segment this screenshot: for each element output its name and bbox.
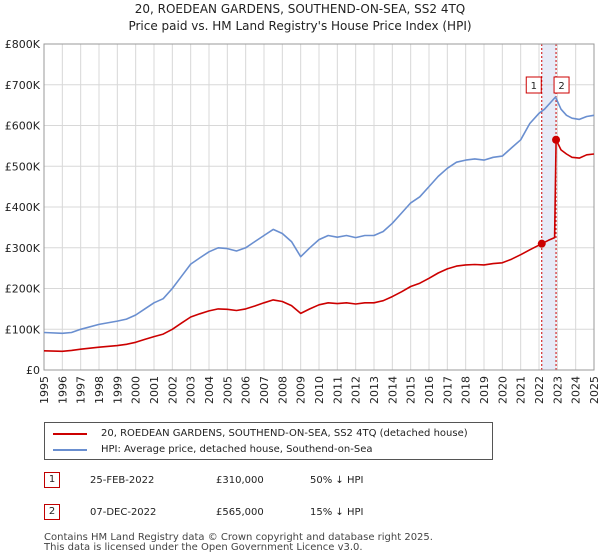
sale-marker-box: 2 [553,76,570,94]
sale-marker: 2 [44,504,60,520]
sale-price: £310,000 [216,475,264,486]
chart-subtitle: Price paid vs. HM Land Registry's House … [128,19,472,33]
y-tick-label: £300K [5,242,41,255]
legend-label-property: 20, ROEDEAN GARDENS, SOUTHEND-ON-SEA, SS… [101,428,468,439]
legend-label-hpi: HPI: Average price, detached house, Sout… [101,444,373,455]
x-tick-label: 2008 [276,376,289,404]
legend: 20, ROEDEAN GARDENS, SOUTHEND-ON-SEA, SS… [44,422,493,460]
x-tick-label: 2009 [295,376,308,404]
x-tick-label: 1997 [75,376,88,404]
x-tick-label: 2025 [588,376,600,404]
y-tick-label: £700K [5,79,41,92]
y-tick-label: £500K [5,160,41,173]
x-tick-label: 2019 [478,376,491,404]
sale-marker-box: 1 [525,76,542,94]
sale-marker: 1 [44,472,60,488]
x-tick-label: 1998 [93,376,106,404]
y-tick-label: £800K [5,38,41,51]
x-tick-label: 2007 [258,376,271,404]
x-tick-label: 2002 [166,376,179,404]
sale-price: £565,000 [216,507,264,518]
x-tick-label: 2004 [203,376,216,404]
x-tick-label: 2012 [350,376,363,404]
x-tick-label: 2001 [148,376,161,404]
x-tick-label: 2023 [551,376,564,404]
sale-hpi-diff: 15% ↓ HPI [310,507,364,518]
x-tick-label: 2014 [386,376,399,404]
y-tick-label: £200K [5,283,41,296]
price-chart: £0 £100K £200K £300K £400K £500K £600K £700K £80… [5,38,600,404]
sale-marker-label: 1 [531,81,537,92]
x-tick-label: 2006 [240,376,253,404]
x-tick-label: 2011 [331,376,344,404]
sale-point [537,239,546,248]
property-series-line [43,139,595,353]
plot-frame [43,43,595,371]
sale-hpi-diff: 50% ↓ HPI [310,475,364,486]
footer-copyright: Contains HM Land Registry data © Crown c… [44,532,433,543]
y-tick-label: £100K [5,323,41,336]
sale-marker-rect [553,76,570,94]
x-tick-label: 2020 [496,376,509,404]
x-tick-label: 2018 [460,376,473,404]
legend-swatch-hpi [53,449,87,451]
x-tick-label: 2021 [515,376,528,404]
sale-date: 25-FEB-2022 [90,475,155,486]
sale-date: 07-DEC-2022 [90,507,157,518]
y-tick-label: £400K [5,201,41,214]
x-tick-label: 2017 [441,376,454,404]
y-tick-label: £0 [26,364,40,377]
sale-marker-rect [525,76,542,94]
sale-point [552,135,561,144]
x-tick-label: 2005 [221,376,234,404]
hpi-series-line [43,96,595,335]
legend-swatch-property [53,433,87,435]
y-tick-label: £600K [5,120,41,133]
x-tick-label: 1996 [56,376,69,404]
x-tick-label: 2024 [570,376,583,404]
x-tick-label: 1995 [38,376,51,404]
x-tick-label: 2016 [423,376,436,404]
chart-title: 20, ROEDEAN GARDENS, SOUTHEND-ON-SEA, SS… [134,2,466,16]
x-tick-label: 2013 [368,376,381,404]
x-tick-label: 2003 [185,376,198,404]
x-tick-label: 2015 [405,376,418,404]
x-tick-label: 2000 [130,376,143,404]
x-tick-label: 2010 [313,376,326,404]
x-tick-label: 1999 [111,376,124,404]
sale-marker-label: 2 [558,81,564,92]
footer-licence: This data is licensed under the Open Gov… [44,542,363,553]
x-tick-label: 2022 [533,376,546,404]
